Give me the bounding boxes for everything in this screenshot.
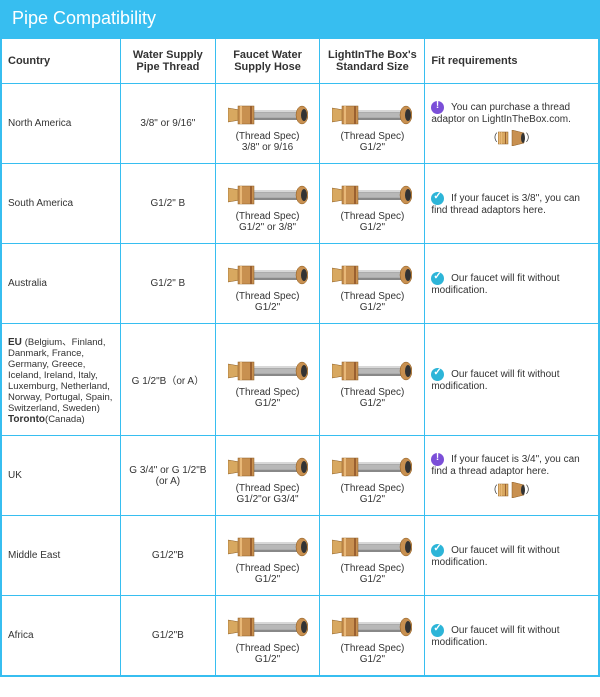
pipe-fitting-icon: [332, 526, 412, 561]
cell-thread: G 3/4" or G 1/2"B (or A): [121, 436, 215, 516]
cell-fit: If your faucet is 3/4", you can find a t…: [425, 436, 599, 516]
cell-std: (Thread Spec)G1/2": [320, 596, 425, 677]
cell-country: Africa: [1, 596, 121, 677]
table-row: AustraliaG1/2" B(Thread Spec)G1/2"(Threa…: [1, 244, 599, 324]
table-row: AfricaG1/2"B(Thread Spec)G1/2"(Thread Sp…: [1, 596, 599, 677]
cell-country: Middle East: [1, 516, 121, 596]
header-country: Country: [1, 38, 121, 84]
pipe-fitting-icon: [228, 446, 308, 481]
info-icon: [431, 453, 444, 466]
brass-adaptor-icon: [498, 482, 526, 498]
cell-country: UK: [1, 436, 121, 516]
pipe-fitting-icon: [228, 526, 308, 561]
cell-thread: G 1/2"B（or A）: [121, 324, 215, 436]
fit-text: If your faucet is 3/4", you can find a t…: [431, 454, 579, 477]
cell-fit: Our faucet will fit without modification…: [425, 596, 599, 677]
cell-std: (Thread Spec)G1/2": [320, 436, 425, 516]
pipe-fitting-icon: [332, 446, 412, 481]
pipe-fitting-icon: [228, 350, 308, 385]
table-row: UKG 3/4" or G 1/2"B (or A)(Thread Spec)G…: [1, 436, 599, 516]
table-row: EU (Belgium、Finland, Danmark, France, Ge…: [1, 324, 599, 436]
check-icon: [431, 624, 444, 637]
pipe-fitting-icon: [332, 254, 412, 289]
pipe-fitting-icon: [332, 94, 412, 129]
compatibility-table: Country Water Supply Pipe Thread Faucet …: [0, 37, 600, 677]
pipe-fitting-icon: [228, 94, 308, 129]
fit-text: Our faucet will fit without modification…: [431, 625, 559, 648]
cell-std: (Thread Spec)G1/2": [320, 84, 425, 164]
cell-fit: Our faucet will fit without modification…: [425, 324, 599, 436]
check-icon: [431, 544, 444, 557]
cell-std: (Thread Spec)G1/2": [320, 164, 425, 244]
header-thread: Water Supply Pipe Thread: [121, 38, 215, 84]
fit-text: If your faucet is 3/8'', you can find th…: [431, 193, 580, 216]
cell-hose: (Thread Spec)G1/2" or 3/8": [215, 164, 320, 244]
cell-country: Australia: [1, 244, 121, 324]
cell-country: North America: [1, 84, 121, 164]
cell-thread: 3/8" or 9/16": [121, 84, 215, 164]
check-icon: [431, 192, 444, 205]
pipe-fitting-icon: [332, 606, 412, 641]
pipe-fitting-icon: [332, 350, 412, 385]
cell-hose: (Thread Spec)G1/2": [215, 596, 320, 677]
check-icon: [431, 368, 444, 381]
header-std: LightInThe Box's Standard Size: [320, 38, 425, 84]
cell-hose: (Thread Spec)G1/2": [215, 244, 320, 324]
cell-fit: Our faucet will fit without modification…: [425, 516, 599, 596]
cell-hose: (Thread Spec)3/8" or 9/16: [215, 84, 320, 164]
cell-std: (Thread Spec)G1/2": [320, 516, 425, 596]
cell-country: EU (Belgium、Finland, Danmark, France, Ge…: [1, 324, 121, 436]
pipe-fitting-icon: [228, 174, 308, 209]
cell-hose: (Thread Spec)G1/2": [215, 324, 320, 436]
cell-country: South America: [1, 164, 121, 244]
cell-std: (Thread Spec)G1/2": [320, 324, 425, 436]
header-hose: Faucet Water Supply Hose: [215, 38, 320, 84]
pipe-fitting-icon: [332, 174, 412, 209]
page-title: Pipe Compatibility: [0, 0, 600, 37]
table-row: North America3/8" or 9/16"(Thread Spec)3…: [1, 84, 599, 164]
header-fit: Fit requirements: [425, 38, 599, 84]
fit-text: Our faucet will fit without modification…: [431, 369, 559, 392]
cell-std: (Thread Spec)G1/2": [320, 244, 425, 324]
fit-text: Our faucet will fit without modification…: [431, 273, 559, 296]
cell-thread: G1/2"B: [121, 596, 215, 677]
cell-thread: G1/2" B: [121, 164, 215, 244]
cell-thread: G1/2" B: [121, 244, 215, 324]
adaptor-line: （）: [431, 129, 592, 146]
table-header-row: Country Water Supply Pipe Thread Faucet …: [1, 38, 599, 84]
info-icon: [431, 101, 444, 114]
fit-text: Our faucet will fit without modification…: [431, 545, 559, 568]
brass-adaptor-icon: [498, 130, 526, 146]
cell-hose: (Thread Spec)G1/2": [215, 516, 320, 596]
cell-fit: If your faucet is 3/8'', you can find th…: [425, 164, 599, 244]
check-icon: [431, 272, 444, 285]
cell-fit: Our faucet will fit without modification…: [425, 244, 599, 324]
table-row: Middle EastG1/2"B(Thread Spec)G1/2"(Thre…: [1, 516, 599, 596]
pipe-fitting-icon: [228, 254, 308, 289]
adaptor-line: （）: [431, 481, 592, 498]
cell-fit: You can purchase a thread adaptor on Lig…: [425, 84, 599, 164]
cell-hose: (Thread Spec)G1/2"or G3/4": [215, 436, 320, 516]
pipe-fitting-icon: [228, 606, 308, 641]
table-row: South AmericaG1/2" B(Thread Spec)G1/2" o…: [1, 164, 599, 244]
cell-thread: G1/2"B: [121, 516, 215, 596]
fit-text: You can purchase a thread adaptor on Lig…: [431, 102, 571, 125]
